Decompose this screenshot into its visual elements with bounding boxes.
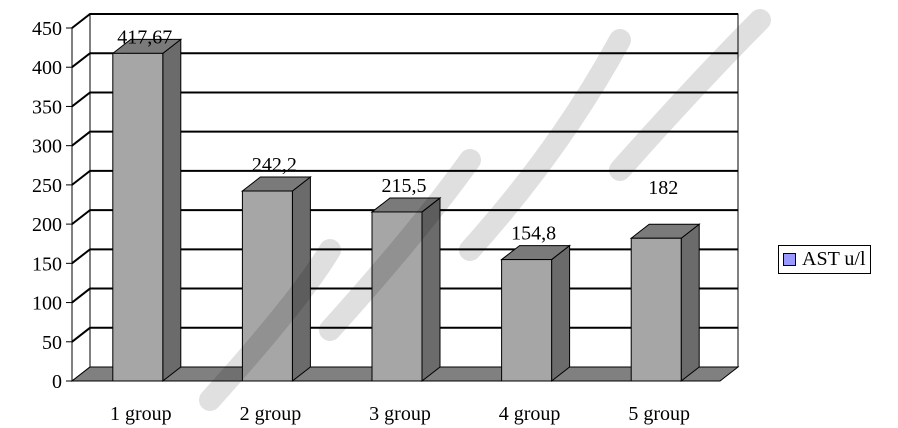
data-label: 242,2 xyxy=(252,154,297,176)
bar xyxy=(500,244,572,383)
y-tick-label: 0 xyxy=(52,371,62,393)
bar xyxy=(629,223,701,383)
y-tick-label: 250 xyxy=(32,175,62,197)
legend: AST u/l xyxy=(778,245,871,274)
bar xyxy=(111,38,183,383)
y-tick-label: 400 xyxy=(32,57,62,79)
gridline xyxy=(71,52,738,69)
bar xyxy=(240,175,312,383)
gridline xyxy=(71,209,738,225)
y-tick-label: 150 xyxy=(32,253,62,275)
y-tick-label: 200 xyxy=(32,214,62,236)
data-label: 182 xyxy=(648,177,678,199)
x-tick-label: 4 group xyxy=(499,403,561,425)
data-label: 154,8 xyxy=(511,223,556,245)
gridline xyxy=(71,130,738,147)
y-tick-label: 300 xyxy=(32,136,62,158)
gridline xyxy=(71,169,738,186)
data-label: 417,67 xyxy=(117,26,172,48)
legend-label-ast: AST u/l xyxy=(802,248,866,270)
y-tick-label: 450 xyxy=(32,18,62,40)
gridline xyxy=(71,13,738,29)
bar xyxy=(370,196,442,383)
data-labels: 417,67 242,2 215,5 154,8 182 xyxy=(117,26,678,244)
x-tick-label: 5 group xyxy=(628,403,690,425)
y-tick-label: 350 xyxy=(32,96,62,118)
legend-swatch-ast xyxy=(783,253,796,266)
x-tick-label: 3 group xyxy=(369,403,431,425)
x-tick-label: 2 group xyxy=(240,403,302,425)
data-label: 215,5 xyxy=(382,175,427,197)
gridline xyxy=(71,91,738,108)
y-tick-label: 100 xyxy=(32,293,62,315)
y-axis: 0 50 100 150 200 250 300 350 400 450 xyxy=(32,18,73,393)
y-tick-label: 50 xyxy=(42,332,62,354)
x-tick-label: 1 group xyxy=(110,403,172,425)
bars xyxy=(111,38,701,383)
x-axis: 1 group 2 group 3 group 4 group 5 group xyxy=(110,403,690,425)
